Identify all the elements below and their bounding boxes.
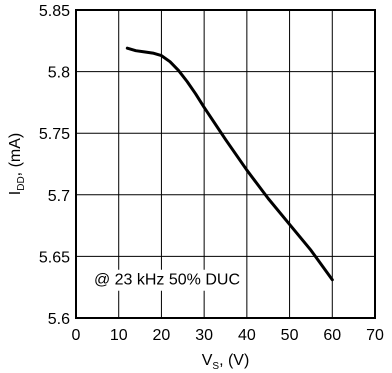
- y-tick-label: 5.7: [48, 188, 70, 205]
- y-axis-label: IDD, (mA): [7, 133, 27, 195]
- y-axis-label-subscript: DD: [16, 176, 27, 190]
- annotation-background: [90, 269, 244, 291]
- plot-frame: [75, 9, 376, 319]
- chart-annotation: @ 23 kHz 50% DUC: [94, 272, 240, 289]
- x-tick-label: 50: [281, 327, 299, 344]
- y-axis-label-symbol: I: [7, 191, 24, 195]
- x-axis-label: VS, (V): [202, 352, 250, 372]
- y-tick-label: 5.65: [39, 249, 70, 266]
- x-tick-label: 10: [110, 327, 128, 344]
- x-tick-label: 30: [195, 327, 213, 344]
- y-axis-label-unit: , (mA): [7, 133, 24, 177]
- x-tick-label: 20: [153, 327, 171, 344]
- series-line: [125, 46, 334, 282]
- y-tick-label: 5.8: [48, 65, 70, 82]
- x-axis-label-unit: , (V): [219, 352, 249, 369]
- x-tick-label: 70: [366, 327, 384, 344]
- y-tick-label: 5.85: [39, 3, 70, 20]
- x-axis-label-subscript: S: [212, 361, 219, 372]
- x-axis-label-symbol: V: [202, 352, 213, 369]
- x-tick-label: 0: [72, 327, 81, 344]
- y-tick-label: 5.6: [48, 311, 70, 328]
- x-tick-label: 60: [323, 327, 341, 344]
- x-axis-ticks: 0 10 20 30 40 50 60 70: [72, 327, 384, 344]
- x-tick-label: 40: [238, 327, 256, 344]
- series-layer: [125, 46, 334, 282]
- y-tick-label: 5.75: [39, 126, 70, 143]
- y-axis-ticks: 5.6 5.65 5.7 5.75 5.8 5.85: [39, 3, 70, 328]
- grid-lines: [76, 10, 375, 318]
